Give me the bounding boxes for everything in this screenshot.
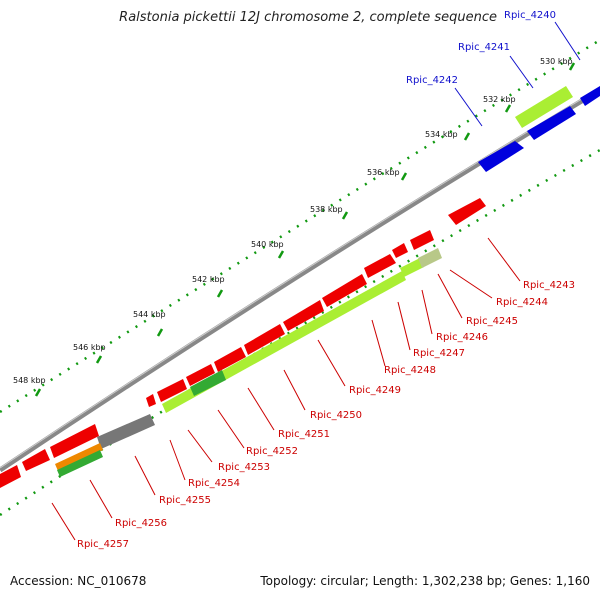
gene-label[interactable]: Rpic_4242: [406, 75, 458, 86]
scale-label: 546 kbp: [73, 343, 106, 352]
forward-genes: [478, 86, 600, 172]
gene-label[interactable]: Rpic_4253: [218, 462, 270, 473]
gene-arrow-reverse[interactable]: [146, 394, 156, 407]
reverse-genes: [0, 198, 486, 488]
gene-label[interactable]: Rpic_4255: [159, 495, 211, 506]
gene-label[interactable]: Rpic_4254: [188, 478, 240, 489]
gene-arrow-rna[interactable]: [515, 86, 573, 128]
gene-arrow-reverse[interactable]: [448, 198, 486, 225]
gene-arrow-reverse[interactable]: [50, 424, 99, 458]
gene-arrow-reverse[interactable]: [392, 243, 408, 258]
gene-arrow-reverse[interactable]: [0, 465, 21, 488]
gene-label[interactable]: Rpic_4241: [458, 42, 510, 53]
gene-label[interactable]: Rpic_4250: [310, 410, 362, 421]
gene-label[interactable]: Rpic_4252: [246, 446, 298, 457]
scale-label: 540 kbp: [251, 240, 284, 249]
gene-label[interactable]: Rpic_4257: [77, 539, 129, 550]
gene-arrow-reverse[interactable]: [364, 254, 396, 278]
forward-callouts: [454, 21, 581, 127]
gene-arrow-reverse[interactable]: [214, 347, 246, 372]
gene-band-rna-dark[interactable]: [190, 370, 226, 396]
scale-label: 536 kbp: [367, 168, 400, 177]
scale-label: 534 kbp: [425, 130, 458, 139]
gene-label[interactable]: Rpic_4245: [466, 316, 518, 327]
gene-arrow-reverse[interactable]: [410, 230, 434, 250]
scale-label: 544 kbp: [133, 310, 166, 319]
gene-band-rna-alt[interactable]: [418, 248, 442, 268]
gene-arrow-pseudo[interactable]: [97, 414, 155, 449]
gene-arrow-reverse[interactable]: [283, 300, 324, 331]
reverse-callouts: [51, 237, 521, 541]
gene-arrow-forward[interactable]: [527, 106, 576, 140]
summary-text: Topology: circular; Length: 1,302,238 bp…: [260, 574, 590, 588]
gene-band-rna[interactable]: [57, 450, 103, 477]
gene-label[interactable]: Rpic_4246: [436, 332, 488, 343]
scale-ticks: [34, 62, 576, 397]
gene-arrow-reverse[interactable]: [186, 364, 215, 386]
accession-text: Accession: NC_010678: [10, 574, 147, 588]
gene-arrow-forward[interactable]: [478, 141, 524, 172]
gene-arrow-forward[interactable]: [580, 86, 600, 106]
gene-arrow-reverse[interactable]: [322, 274, 367, 307]
backbone-ring-highlight: [0, 87, 600, 469]
scale-label: 542 kbp: [192, 275, 225, 284]
scale-label: 538 kbp: [310, 205, 343, 214]
gene-label[interactable]: Rpic_4240: [504, 10, 556, 21]
gene-band-rna[interactable]: [400, 258, 424, 277]
gene-label[interactable]: Rpic_4244: [496, 297, 548, 308]
scale-label: 532 kbp: [483, 95, 516, 104]
map-title: Ralstonia pickettii 12J chromosome 2, co…: [119, 10, 497, 25]
gene-band-other[interactable]: [55, 443, 103, 471]
gene-label[interactable]: Rpic_4251: [278, 429, 330, 440]
scale-label: 530 kbp: [540, 57, 573, 66]
gene-label[interactable]: Rpic_4247: [413, 348, 465, 359]
scale-label: 548 kbp: [13, 376, 46, 385]
gene-arrow-reverse[interactable]: [157, 379, 187, 402]
gene-arrow-reverse[interactable]: [244, 324, 285, 355]
gene-label[interactable]: Rpic_4243: [523, 280, 575, 291]
gene-arrow-reverse[interactable]: [22, 449, 50, 471]
gene-label[interactable]: Rpic_4256: [115, 518, 167, 529]
gene-label[interactable]: Rpic_4248: [384, 365, 436, 376]
gene-label[interactable]: Rpic_4249: [349, 385, 401, 396]
